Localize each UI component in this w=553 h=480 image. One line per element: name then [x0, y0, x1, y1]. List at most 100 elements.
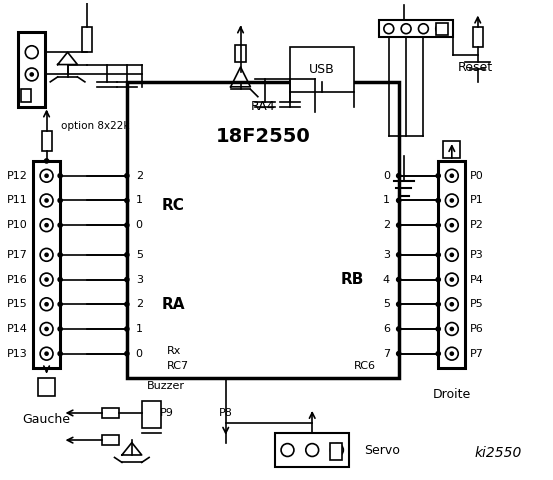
Text: P9: P9 — [159, 408, 173, 418]
Bar — [436, 23, 448, 35]
Text: P4: P4 — [471, 275, 484, 285]
Circle shape — [450, 253, 453, 256]
Bar — [290, 47, 354, 92]
Text: RA4: RA4 — [251, 100, 275, 113]
Text: 0: 0 — [135, 220, 143, 230]
Circle shape — [397, 302, 401, 306]
Text: P17: P17 — [7, 250, 28, 260]
Circle shape — [125, 352, 129, 356]
Text: P10: P10 — [7, 220, 28, 230]
Text: Reset: Reset — [458, 60, 493, 73]
Text: 7: 7 — [383, 348, 390, 359]
Circle shape — [450, 278, 453, 281]
Circle shape — [58, 253, 62, 257]
Circle shape — [125, 199, 129, 203]
Circle shape — [40, 169, 53, 182]
Text: P8: P8 — [219, 408, 233, 418]
Text: 0: 0 — [383, 171, 390, 181]
Circle shape — [40, 298, 53, 311]
Circle shape — [397, 277, 401, 281]
Circle shape — [436, 223, 440, 227]
Text: P11: P11 — [7, 195, 28, 205]
Circle shape — [450, 303, 453, 306]
Text: P12: P12 — [7, 171, 28, 181]
Text: 3: 3 — [135, 275, 143, 285]
Circle shape — [401, 24, 411, 34]
Bar — [443, 141, 461, 158]
Text: RC6: RC6 — [354, 361, 376, 371]
Circle shape — [450, 352, 453, 355]
Text: USB: USB — [309, 63, 335, 76]
Circle shape — [450, 327, 453, 330]
Circle shape — [40, 249, 53, 261]
Bar — [102, 435, 119, 445]
Bar — [473, 27, 483, 47]
Text: RC7: RC7 — [166, 361, 189, 371]
Circle shape — [384, 24, 394, 34]
Circle shape — [306, 444, 319, 456]
Text: 1: 1 — [135, 195, 143, 205]
Bar — [379, 20, 453, 37]
Circle shape — [436, 302, 440, 306]
Circle shape — [45, 199, 48, 202]
Text: 6: 6 — [383, 324, 390, 334]
Circle shape — [125, 174, 129, 178]
Text: P3: P3 — [471, 250, 484, 260]
Bar — [142, 401, 161, 428]
Circle shape — [40, 347, 53, 360]
Text: P15: P15 — [7, 299, 28, 309]
Text: 2: 2 — [135, 171, 143, 181]
Circle shape — [125, 277, 129, 281]
Circle shape — [397, 327, 401, 331]
Text: 1: 1 — [135, 324, 143, 334]
Circle shape — [445, 273, 458, 286]
Bar — [234, 45, 247, 62]
Circle shape — [25, 46, 38, 59]
Circle shape — [445, 194, 458, 207]
Text: RC: RC — [161, 198, 184, 213]
Circle shape — [58, 199, 62, 203]
Circle shape — [58, 174, 62, 178]
Circle shape — [397, 352, 401, 356]
Text: Servo: Servo — [364, 444, 400, 456]
Circle shape — [397, 199, 401, 203]
Text: 4: 4 — [383, 275, 390, 285]
Circle shape — [58, 223, 62, 227]
Circle shape — [40, 273, 53, 286]
Circle shape — [397, 174, 401, 178]
Text: Gauche: Gauche — [23, 413, 71, 426]
Circle shape — [45, 303, 48, 306]
Text: P2: P2 — [471, 220, 484, 230]
Circle shape — [58, 277, 62, 281]
Circle shape — [445, 347, 458, 360]
Circle shape — [450, 224, 453, 227]
Circle shape — [45, 278, 48, 281]
Circle shape — [40, 194, 53, 207]
Circle shape — [450, 199, 453, 202]
Text: 3: 3 — [383, 250, 390, 260]
Circle shape — [45, 327, 48, 330]
Bar — [38, 378, 55, 396]
Circle shape — [436, 253, 440, 257]
Circle shape — [281, 444, 294, 456]
Circle shape — [25, 68, 38, 81]
Bar — [18, 33, 45, 107]
Text: 2: 2 — [383, 220, 390, 230]
Text: P6: P6 — [471, 324, 484, 334]
Circle shape — [45, 159, 49, 163]
Text: P5: P5 — [471, 299, 484, 309]
Text: 5: 5 — [383, 299, 390, 309]
Circle shape — [397, 223, 401, 227]
Circle shape — [397, 253, 401, 257]
Circle shape — [450, 174, 453, 177]
Bar — [33, 161, 60, 369]
Bar — [102, 408, 119, 418]
Circle shape — [125, 253, 129, 257]
Circle shape — [58, 302, 62, 306]
Circle shape — [419, 24, 429, 34]
Text: P14: P14 — [7, 324, 28, 334]
Circle shape — [125, 302, 129, 306]
Circle shape — [436, 199, 440, 203]
Text: RA: RA — [161, 297, 185, 312]
Text: 2: 2 — [135, 299, 143, 309]
